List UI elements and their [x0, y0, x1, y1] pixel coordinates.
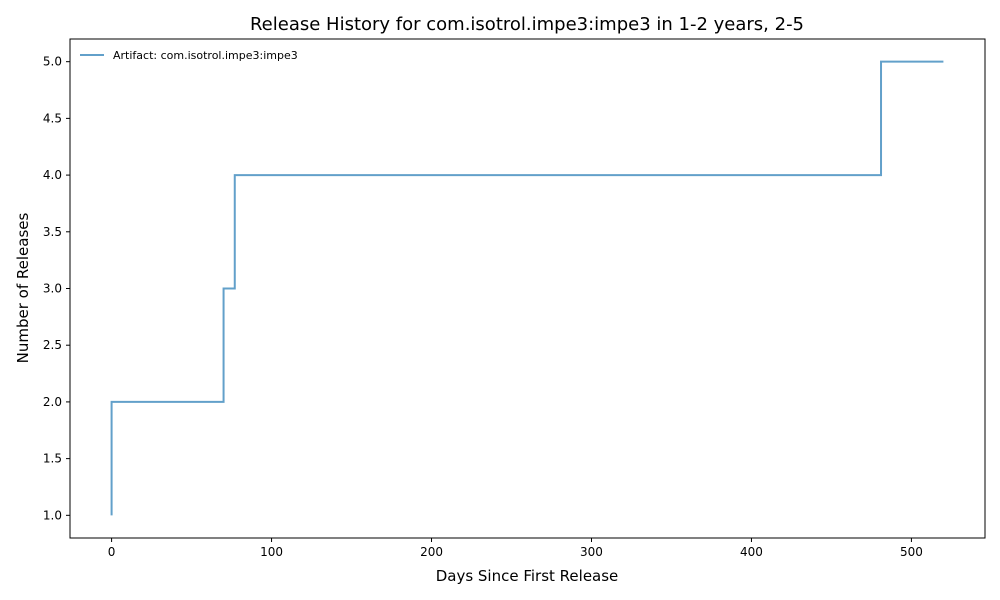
y-tick-label: 5.0 [43, 55, 62, 69]
y-tick-label: 1.5 [43, 452, 62, 466]
legend-label: Artifact: com.isotrol.impe3:impe3 [113, 49, 298, 62]
y-tick-label: 3.0 [43, 282, 62, 296]
plot-area: 0 100 200 300 400 500 1.0 1.5 2.0 2.5 3.0 3.5 4.0 4.… [43, 38, 986, 559]
y-tick-label: 2.5 [43, 338, 62, 352]
x-tick-label: 400 [740, 545, 763, 559]
y-tick-label: 4.0 [43, 168, 62, 182]
data-layer [110, 60, 944, 516]
y-tick-label: 3.5 [43, 225, 62, 239]
x-axis-label: Days Since First Release [436, 567, 619, 585]
y-tick-label: 1.0 [43, 508, 62, 522]
series-line-0 [110, 60, 944, 516]
y-tick-label: 4.5 [43, 111, 62, 125]
y-axis-label: Number of Releases [14, 212, 32, 363]
x-tick-label: 200 [420, 545, 443, 559]
plot-frame [69, 38, 986, 539]
legend: Artifact: com.isotrol.impe3:impe3 [80, 49, 298, 62]
x-tick-label: 500 [900, 545, 923, 559]
x-tick-label: 0 [108, 545, 116, 559]
y-tick-label: 2.0 [43, 395, 62, 409]
y-axis-ticks: 1.0 1.5 2.0 2.5 3.0 3.5 4.0 4.5 5.0 [43, 55, 70, 522]
x-tick-label: 300 [580, 545, 603, 559]
x-axis-ticks: 0 100 200 300 400 500 [108, 538, 923, 559]
x-tick-label: 100 [260, 545, 283, 559]
chart-title: Release History for com.isotrol.impe3:im… [250, 14, 804, 35]
